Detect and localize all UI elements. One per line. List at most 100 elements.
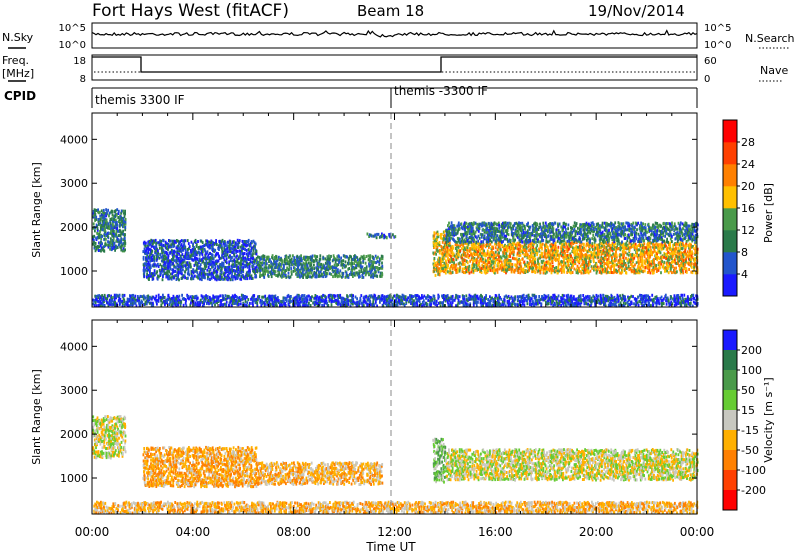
echo-cell: [212, 246, 214, 249]
echo-cell: [439, 241, 441, 244]
echo-cell: [614, 263, 616, 266]
echo-cell: [94, 229, 96, 232]
echo-cell: [163, 239, 165, 242]
echo-cell: [151, 250, 153, 253]
echo-cell: [641, 257, 643, 260]
echo-cell: [233, 240, 235, 243]
echo-cell: [154, 260, 156, 263]
echo-cell: [196, 243, 198, 246]
echo-cell: [237, 266, 239, 269]
nave-label: Nave: [760, 64, 788, 77]
echo-cell: [227, 247, 229, 250]
echo-cell: [327, 272, 329, 275]
echo-cell: [204, 276, 206, 279]
echo-cell: [348, 267, 350, 270]
echo-cell: [230, 259, 232, 262]
echo-cell: [114, 242, 116, 245]
echo-cell: [625, 251, 627, 254]
echo-cell: [99, 211, 101, 214]
echo-cell: [147, 249, 149, 252]
echo-cell: [510, 259, 512, 262]
echo-cell: [154, 269, 156, 272]
echo-cell: [303, 262, 305, 265]
echo-cell: [212, 254, 214, 257]
echo-cell: [559, 233, 561, 236]
echo-cell: [124, 240, 126, 243]
echo-cell: [360, 261, 362, 264]
echo-cell: [265, 270, 267, 273]
echo-cell: [208, 241, 210, 244]
echo-cell: [311, 272, 313, 275]
echo-cell: [204, 248, 206, 251]
echo-cell: [527, 222, 529, 225]
echo-cell: [620, 253, 622, 256]
echo-cell: [686, 244, 688, 247]
echo-cell: [294, 267, 296, 270]
echo-cell: [525, 246, 527, 249]
echo-cell: [170, 263, 172, 266]
echo-cell: [143, 256, 145, 259]
echo-cell: [479, 237, 481, 240]
echo-cell: [319, 254, 321, 257]
echo-cell: [506, 254, 508, 257]
echo-cell: [445, 260, 447, 263]
echo-cell: [534, 271, 536, 274]
echo-cell: [551, 243, 553, 246]
echo-cell: [107, 209, 109, 212]
echo-cell: [678, 264, 680, 267]
echo-cell: [394, 235, 396, 238]
echo-cell: [555, 266, 557, 269]
echo-cell: [648, 269, 650, 272]
echo-cell: [648, 261, 650, 264]
echo-cell: [492, 246, 494, 249]
echo-cell: [202, 245, 204, 248]
echo-cell: [467, 261, 469, 264]
echo-cell: [545, 234, 547, 237]
echo-cell: [122, 210, 124, 213]
echo-cell: [189, 245, 191, 248]
echo-cell: [634, 263, 636, 266]
echo-cell: [522, 257, 524, 260]
echo-cell: [157, 249, 159, 252]
echo-cell: [515, 247, 517, 250]
echo-cell: [155, 242, 157, 245]
echo-cell: [600, 262, 602, 265]
echo-cell: [604, 246, 606, 249]
echo-cell: [237, 250, 239, 253]
echo-cell: [214, 249, 216, 252]
echo-cell: [329, 258, 331, 261]
echo-cell: [244, 248, 246, 251]
echo-cell: [93, 235, 95, 238]
echo-cell: [462, 268, 464, 271]
echo-cell: [583, 249, 585, 252]
echo-cell: [567, 232, 569, 235]
echo-cell: [452, 258, 454, 261]
echo-cell: [437, 246, 439, 249]
echo-cell: [611, 256, 613, 259]
echo-cell: [518, 234, 520, 237]
echo-cell: [437, 250, 439, 253]
echo-cell: [260, 265, 262, 268]
echo-cell: [507, 229, 509, 232]
echo-cell: [330, 273, 332, 276]
echo-cell: [527, 254, 529, 257]
echo-cell: [153, 256, 155, 259]
echo-cell: [125, 218, 127, 221]
echo-cell: [120, 240, 122, 243]
echo-cell: [675, 267, 677, 270]
echo-cell: [480, 240, 482, 243]
echo-cell: [607, 271, 609, 274]
echo-cell: [520, 254, 522, 257]
echo-cell: [382, 255, 384, 258]
echo-cell: [581, 256, 583, 259]
echo-cell: [108, 232, 110, 235]
echo-cell: [188, 270, 190, 273]
echo-cell: [206, 269, 208, 272]
echo-cell: [663, 256, 665, 259]
echo-cell: [243, 260, 245, 263]
echo-cell: [187, 277, 189, 280]
echo-cell: [236, 255, 238, 258]
echo-cell: [486, 227, 488, 230]
echo-cell: [585, 258, 587, 261]
